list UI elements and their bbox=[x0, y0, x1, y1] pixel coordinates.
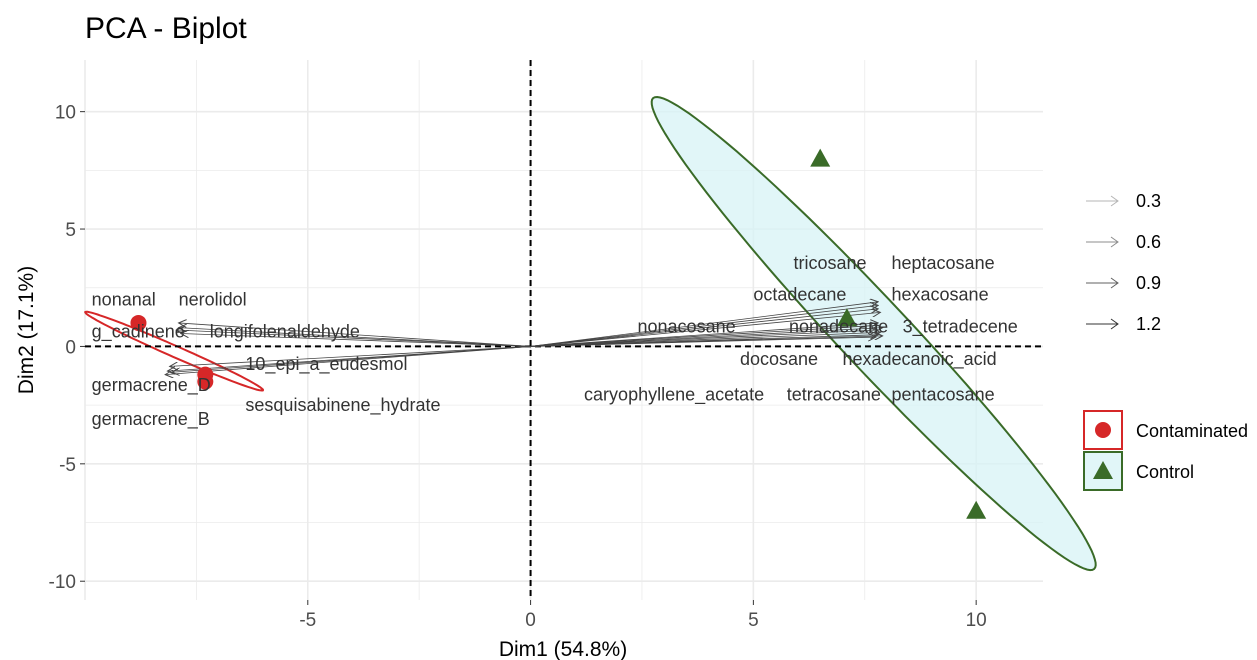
y-tick-label: 10 bbox=[55, 103, 76, 124]
x-tick-label: 5 bbox=[748, 610, 759, 631]
x-tick-label: 0 bbox=[525, 610, 536, 631]
legend: 0.3 0.6 0.9 1.2 Contaminated Control bbox=[1083, 191, 1248, 491]
label-germacrene-D: germacrene_D bbox=[92, 375, 211, 396]
label-nonanal: nonanal bbox=[92, 289, 156, 309]
legend-key-control bbox=[1083, 451, 1123, 491]
label-octadecane: octadecane bbox=[753, 285, 846, 305]
label-10-epi-a-eudesmol: 10_epi_a_eudesmol bbox=[245, 354, 407, 375]
arrow-g-cadinene bbox=[176, 330, 531, 347]
arrow-docosane bbox=[530, 330, 879, 347]
x-axis-title: Dim1 (54.8%) bbox=[499, 638, 627, 660]
arrow-nerolidol bbox=[179, 328, 531, 347]
label-3-tetradecene: 3_tetradecene bbox=[903, 316, 1018, 337]
label-pentacosane: pentacosane bbox=[892, 384, 995, 404]
y-tick-label: 5 bbox=[65, 220, 76, 241]
arrow-10-epi-a-eudesmol bbox=[170, 346, 531, 366]
label-hexacosane: hexacosane bbox=[892, 285, 989, 305]
label-hexadecanoic-acid: hexadecanoic_acid bbox=[842, 349, 996, 370]
label-heptacosane: heptacosane bbox=[892, 253, 995, 273]
x-tick-label: 10 bbox=[966, 610, 987, 631]
legend-arrowhead bbox=[1110, 318, 1119, 330]
label-sesquisabinene-hydrate: sesquisabinene_hydrate bbox=[245, 395, 440, 416]
arrow-longifolenaldehyde bbox=[181, 334, 531, 347]
arrow-heptacosane bbox=[530, 305, 879, 347]
y-tick-label: 0 bbox=[65, 337, 76, 358]
point-contaminated bbox=[197, 373, 214, 390]
arrow-sesquisabinene-hydrate bbox=[165, 346, 531, 374]
legend-contrib-label: 1.2 bbox=[1136, 314, 1161, 334]
arrow-pentacosane bbox=[530, 336, 883, 347]
legend-arrowhead bbox=[1110, 195, 1119, 207]
legend-contrib-label: 0.9 bbox=[1136, 273, 1161, 293]
point-contaminated bbox=[130, 314, 147, 331]
point-control bbox=[836, 308, 857, 327]
arrow-nonadecane bbox=[530, 325, 879, 347]
legend-label-contaminated: Contaminated bbox=[1136, 421, 1248, 441]
y-tick-label: -10 bbox=[49, 572, 76, 593]
legend-symbol-control bbox=[1093, 461, 1113, 479]
legend-label-control: Control bbox=[1136, 462, 1194, 482]
axes: -5 0 5 10 -10 -5 0 5 10 bbox=[49, 103, 987, 631]
label-caryophyllene-acetate: caryophyllene_acetate bbox=[584, 384, 764, 405]
point-control bbox=[966, 500, 987, 519]
plot-area: nonanal nerolidol g_cadinene longifolenalde… bbox=[84, 60, 1097, 600]
legend-arrowhead bbox=[1110, 277, 1119, 289]
label-nonadecane: nonadecane bbox=[789, 316, 888, 336]
label-longifolenaldehyde: longifolenaldehyde bbox=[210, 322, 360, 342]
label-germacrene-B: germacrene_B bbox=[92, 409, 210, 430]
label-nerolidol: nerolidol bbox=[179, 289, 247, 309]
arrow-nonanal bbox=[179, 323, 531, 347]
point-control bbox=[810, 148, 831, 167]
y-axis-title: Dim2 (17.1%) bbox=[15, 266, 38, 394]
label-nonacosane: nonacosane bbox=[638, 316, 736, 336]
legend-contrib-label: 0.3 bbox=[1136, 191, 1161, 211]
chart-title: PCA - Biplot bbox=[85, 12, 247, 45]
label-g-cadinene: g_cadinene bbox=[92, 322, 185, 343]
arrow-octadecane bbox=[530, 309, 879, 347]
label-docosane: docosane bbox=[740, 349, 818, 369]
y-tick-label: -5 bbox=[59, 455, 76, 476]
legend-arrowhead bbox=[1110, 236, 1119, 248]
arrow-hexacosane bbox=[530, 312, 881, 347]
label-tetracosane: tetracosane bbox=[787, 384, 881, 404]
label-tricosane: tricosane bbox=[793, 253, 866, 273]
x-tick-label: -5 bbox=[299, 610, 316, 631]
legend-contrib-label: 0.6 bbox=[1136, 232, 1161, 252]
legend-symbol-contaminated bbox=[1095, 422, 1111, 438]
arrow-tricosane bbox=[530, 302, 879, 347]
